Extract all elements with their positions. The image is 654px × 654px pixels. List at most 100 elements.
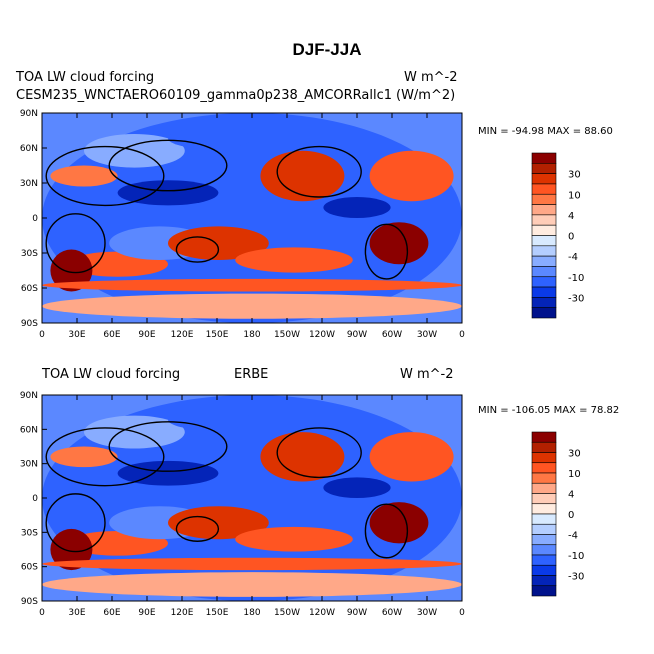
y-tick-label: 0 — [32, 494, 38, 504]
colorbar-swatch — [531, 163, 557, 174]
y-tick-label: 60N — [20, 144, 38, 154]
field-region — [369, 150, 454, 202]
colorbar-swatch — [531, 193, 557, 205]
coastline — [276, 427, 362, 479]
coastline — [45, 145, 165, 207]
y-tick-label: 90N — [20, 109, 38, 119]
colorbar-label: -10 — [568, 551, 584, 562]
x-tick-label: 180 — [243, 608, 260, 618]
x-tick-label: 120W — [309, 330, 335, 340]
field-region — [50, 528, 93, 571]
colorbar-swatch — [531, 564, 557, 576]
panel2-right-title: W m^-2 — [400, 367, 454, 382]
x-tick-label: 30E — [68, 608, 85, 618]
coastline — [364, 223, 409, 280]
y-tick-label: 90S — [21, 597, 38, 607]
colorbar-swatch — [531, 462, 557, 474]
x-tick-label: 150E — [206, 330, 229, 340]
field-region — [42, 278, 462, 292]
colorbar-label: -30 — [568, 572, 584, 583]
colorbar-label: -10 — [568, 273, 584, 284]
x-tick-label: 150E — [206, 608, 229, 618]
panel2-stats: MIN = -106.05 MAX = 78.82 — [478, 405, 620, 416]
colorbar-label: 10 — [568, 190, 581, 201]
colorbar-swatch — [531, 452, 557, 464]
coastline — [175, 515, 220, 542]
x-tick-label: 120E — [171, 608, 194, 618]
field-region — [168, 506, 269, 540]
x-tick-label: 60W — [382, 608, 402, 618]
field-region — [235, 526, 353, 552]
field-region — [50, 165, 118, 187]
x-tick-label: 90E — [138, 330, 155, 340]
y-tick-label: 30S — [21, 528, 38, 538]
x-tick-label: 120E — [171, 330, 194, 340]
colorbar-swatch — [531, 276, 557, 288]
colorbar-swatch — [531, 493, 557, 505]
field-region — [50, 249, 93, 292]
colorbar-swatch — [531, 204, 557, 216]
x-tick-label: 90W — [347, 608, 367, 618]
colorbar-label: 0 — [568, 232, 574, 243]
colorbar-label: -4 — [568, 252, 578, 263]
colorbar-swatch — [531, 173, 557, 185]
colorbar-swatch — [531, 183, 557, 195]
colorbar-label: 30 — [568, 170, 581, 181]
x-tick-label: 30W — [417, 608, 437, 618]
y-tick-label: 60N — [20, 425, 38, 435]
coastline — [108, 421, 228, 472]
field-region — [323, 477, 391, 499]
field-region — [168, 127, 252, 149]
colorbar-swatch — [531, 431, 557, 443]
y-tick-label: 30S — [21, 249, 38, 259]
colorbar-swatch — [531, 441, 557, 453]
x-tick-label: 30E — [68, 330, 85, 340]
y-tick-label: 60S — [21, 563, 38, 573]
x-tick-label: 150W — [274, 608, 300, 618]
field-region — [168, 409, 252, 431]
field-region — [369, 432, 454, 482]
map-field — [42, 395, 462, 601]
x-tick-label: 0 — [459, 608, 465, 618]
map-field — [42, 113, 462, 323]
colorbar-swatch — [531, 266, 557, 278]
colorbar-swatch — [531, 513, 557, 525]
colorbar-swatch — [531, 585, 557, 597]
colorbar-label: -30 — [568, 293, 584, 304]
colorbar-swatch — [531, 214, 557, 226]
colorbar-swatch — [531, 575, 557, 587]
colorbar-swatch — [531, 297, 557, 308]
field-region — [260, 432, 345, 482]
coastline — [45, 213, 106, 274]
coastline — [108, 139, 228, 192]
colorbar-label: 30 — [568, 449, 581, 460]
coastline — [175, 236, 220, 263]
x-tick-label: 60W — [382, 330, 402, 340]
colorbar-swatch — [531, 152, 557, 164]
colorbar-swatch — [531, 534, 557, 546]
x-tick-label: 30W — [417, 330, 437, 340]
x-tick-label: 120W — [309, 608, 335, 618]
field-region — [50, 446, 118, 468]
panel1-left-title: CESM235_WNCTAERO60109_gamma0p238_AMCORRa… — [16, 88, 393, 103]
coastline — [45, 493, 106, 553]
y-tick-label: 30N — [20, 179, 38, 189]
x-tick-label: 0 — [459, 330, 465, 340]
panel2-left-title: TOA LW cloud forcing — [42, 367, 181, 382]
panel1-left-title-overlay: TOA LW cloud forcing — [16, 70, 155, 85]
colorbar-swatch — [531, 544, 557, 556]
field-region — [42, 572, 462, 597]
colorbar-label: -4 — [568, 531, 578, 542]
x-tick-label: 150W — [274, 330, 300, 340]
colorbar-label: 4 — [568, 211, 574, 222]
coastline — [276, 145, 362, 198]
colorbar-swatch — [531, 224, 557, 236]
field-region — [168, 226, 269, 260]
y-tick-label: 90N — [20, 391, 38, 401]
colorbar-swatch — [531, 307, 557, 319]
x-tick-label: 60E — [103, 608, 120, 618]
panel1-right-title-overlay: W m^-2 — [404, 70, 458, 85]
